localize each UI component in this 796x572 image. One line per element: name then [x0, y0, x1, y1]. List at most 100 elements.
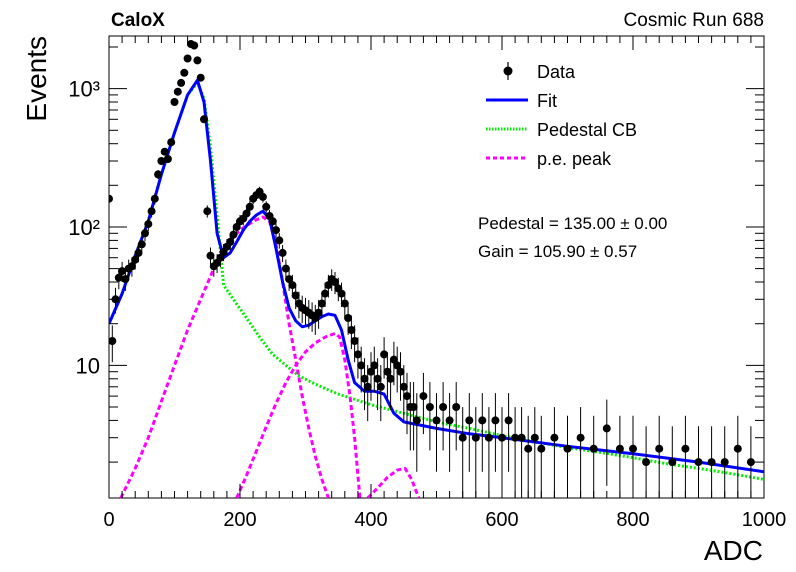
legend-label-pedestal: Pedestal CB	[537, 120, 637, 140]
data-point	[707, 426, 716, 498]
data-point	[563, 415, 572, 498]
data-point	[150, 193, 159, 205]
data-marker	[707, 458, 716, 467]
data-marker	[291, 291, 300, 300]
data-point	[458, 407, 467, 498]
data-point	[203, 205, 212, 218]
data-point	[445, 393, 454, 472]
data-point	[357, 346, 366, 393]
data-marker	[163, 155, 172, 163]
data-marker	[121, 275, 130, 284]
data-marker	[272, 226, 280, 235]
x-tick-label: 1000	[742, 509, 787, 531]
data-point	[144, 217, 153, 232]
legend-data-marker	[503, 66, 513, 76]
data-point	[386, 358, 395, 411]
data-point	[268, 215, 277, 229]
data-point	[498, 407, 506, 498]
data-marker	[340, 299, 349, 308]
data-point	[180, 68, 189, 77]
data-marker	[285, 275, 294, 284]
data-marker	[275, 236, 284, 245]
data-marker	[118, 267, 127, 276]
data-marker	[409, 403, 418, 411]
data-point	[157, 157, 166, 166]
data-marker	[109, 194, 113, 203]
data-marker	[498, 433, 506, 442]
data-point	[733, 415, 742, 498]
data-point	[484, 407, 493, 498]
curve-pe2	[235, 332, 362, 498]
data-marker	[242, 209, 251, 218]
data-point	[504, 393, 513, 472]
curve-pe1	[119, 215, 330, 498]
data-point	[137, 236, 146, 253]
data-marker	[278, 248, 287, 257]
data-marker	[517, 433, 526, 442]
data-point	[229, 227, 238, 243]
data-point	[190, 41, 199, 50]
run-label: Cosmic Run 688	[624, 10, 764, 31]
data-point	[278, 244, 287, 263]
data-marker	[412, 416, 421, 425]
data-point	[412, 393, 421, 472]
data-marker	[471, 433, 480, 442]
data-marker	[180, 68, 189, 77]
data-point	[550, 407, 559, 498]
data-point	[317, 291, 326, 319]
data-marker	[134, 248, 143, 257]
data-marker	[576, 433, 585, 442]
data-point	[452, 382, 461, 451]
data-marker	[376, 382, 385, 391]
data-point	[340, 291, 349, 319]
data-marker	[642, 458, 651, 467]
data-point	[272, 223, 280, 238]
data-point	[193, 56, 202, 65]
data-marker	[357, 361, 366, 370]
data-marker	[432, 416, 441, 425]
data-point	[471, 407, 480, 498]
data-point	[206, 247, 215, 266]
data-marker	[170, 98, 179, 106]
data-point	[121, 269, 130, 291]
legend-label-fit: Fit	[537, 91, 557, 111]
y-tick-label: 10²	[68, 215, 100, 240]
data-marker	[458, 433, 467, 442]
x-tick-label: 200	[223, 509, 256, 531]
data-marker	[173, 87, 182, 96]
data-marker	[445, 416, 454, 425]
data-marker	[353, 350, 362, 359]
data-point	[537, 415, 546, 498]
legend: Data Fit Pedestal CB p.e. peak	[486, 62, 637, 169]
data-point	[242, 207, 251, 221]
data-marker	[347, 326, 356, 334]
data-point	[403, 372, 411, 435]
data-marker	[206, 251, 215, 260]
legend-label-data: Data	[537, 62, 576, 82]
data-point	[399, 365, 408, 422]
x-tick-label: 400	[354, 509, 387, 531]
data-point	[589, 415, 598, 498]
data-marker	[321, 289, 330, 298]
data-marker	[419, 392, 428, 401]
data-marker	[150, 194, 159, 203]
data-marker	[629, 444, 637, 453]
data-point	[367, 352, 375, 401]
data-marker	[720, 458, 729, 467]
data-marker	[655, 444, 664, 453]
data-point	[694, 426, 703, 498]
x-axis-title: ADC	[704, 535, 763, 566]
y-axis: 10 10² 10³	[68, 46, 764, 463]
data-marker	[268, 217, 277, 226]
data-point	[642, 426, 651, 498]
data-point	[347, 315, 356, 349]
data-marker	[144, 220, 153, 229]
data-point	[465, 393, 474, 472]
y-axis-title: Events	[21, 36, 52, 122]
data-point	[226, 234, 235, 251]
data-point	[530, 407, 539, 498]
curve-pe3	[366, 466, 421, 498]
data-marker	[602, 424, 611, 433]
data-point	[183, 54, 192, 63]
